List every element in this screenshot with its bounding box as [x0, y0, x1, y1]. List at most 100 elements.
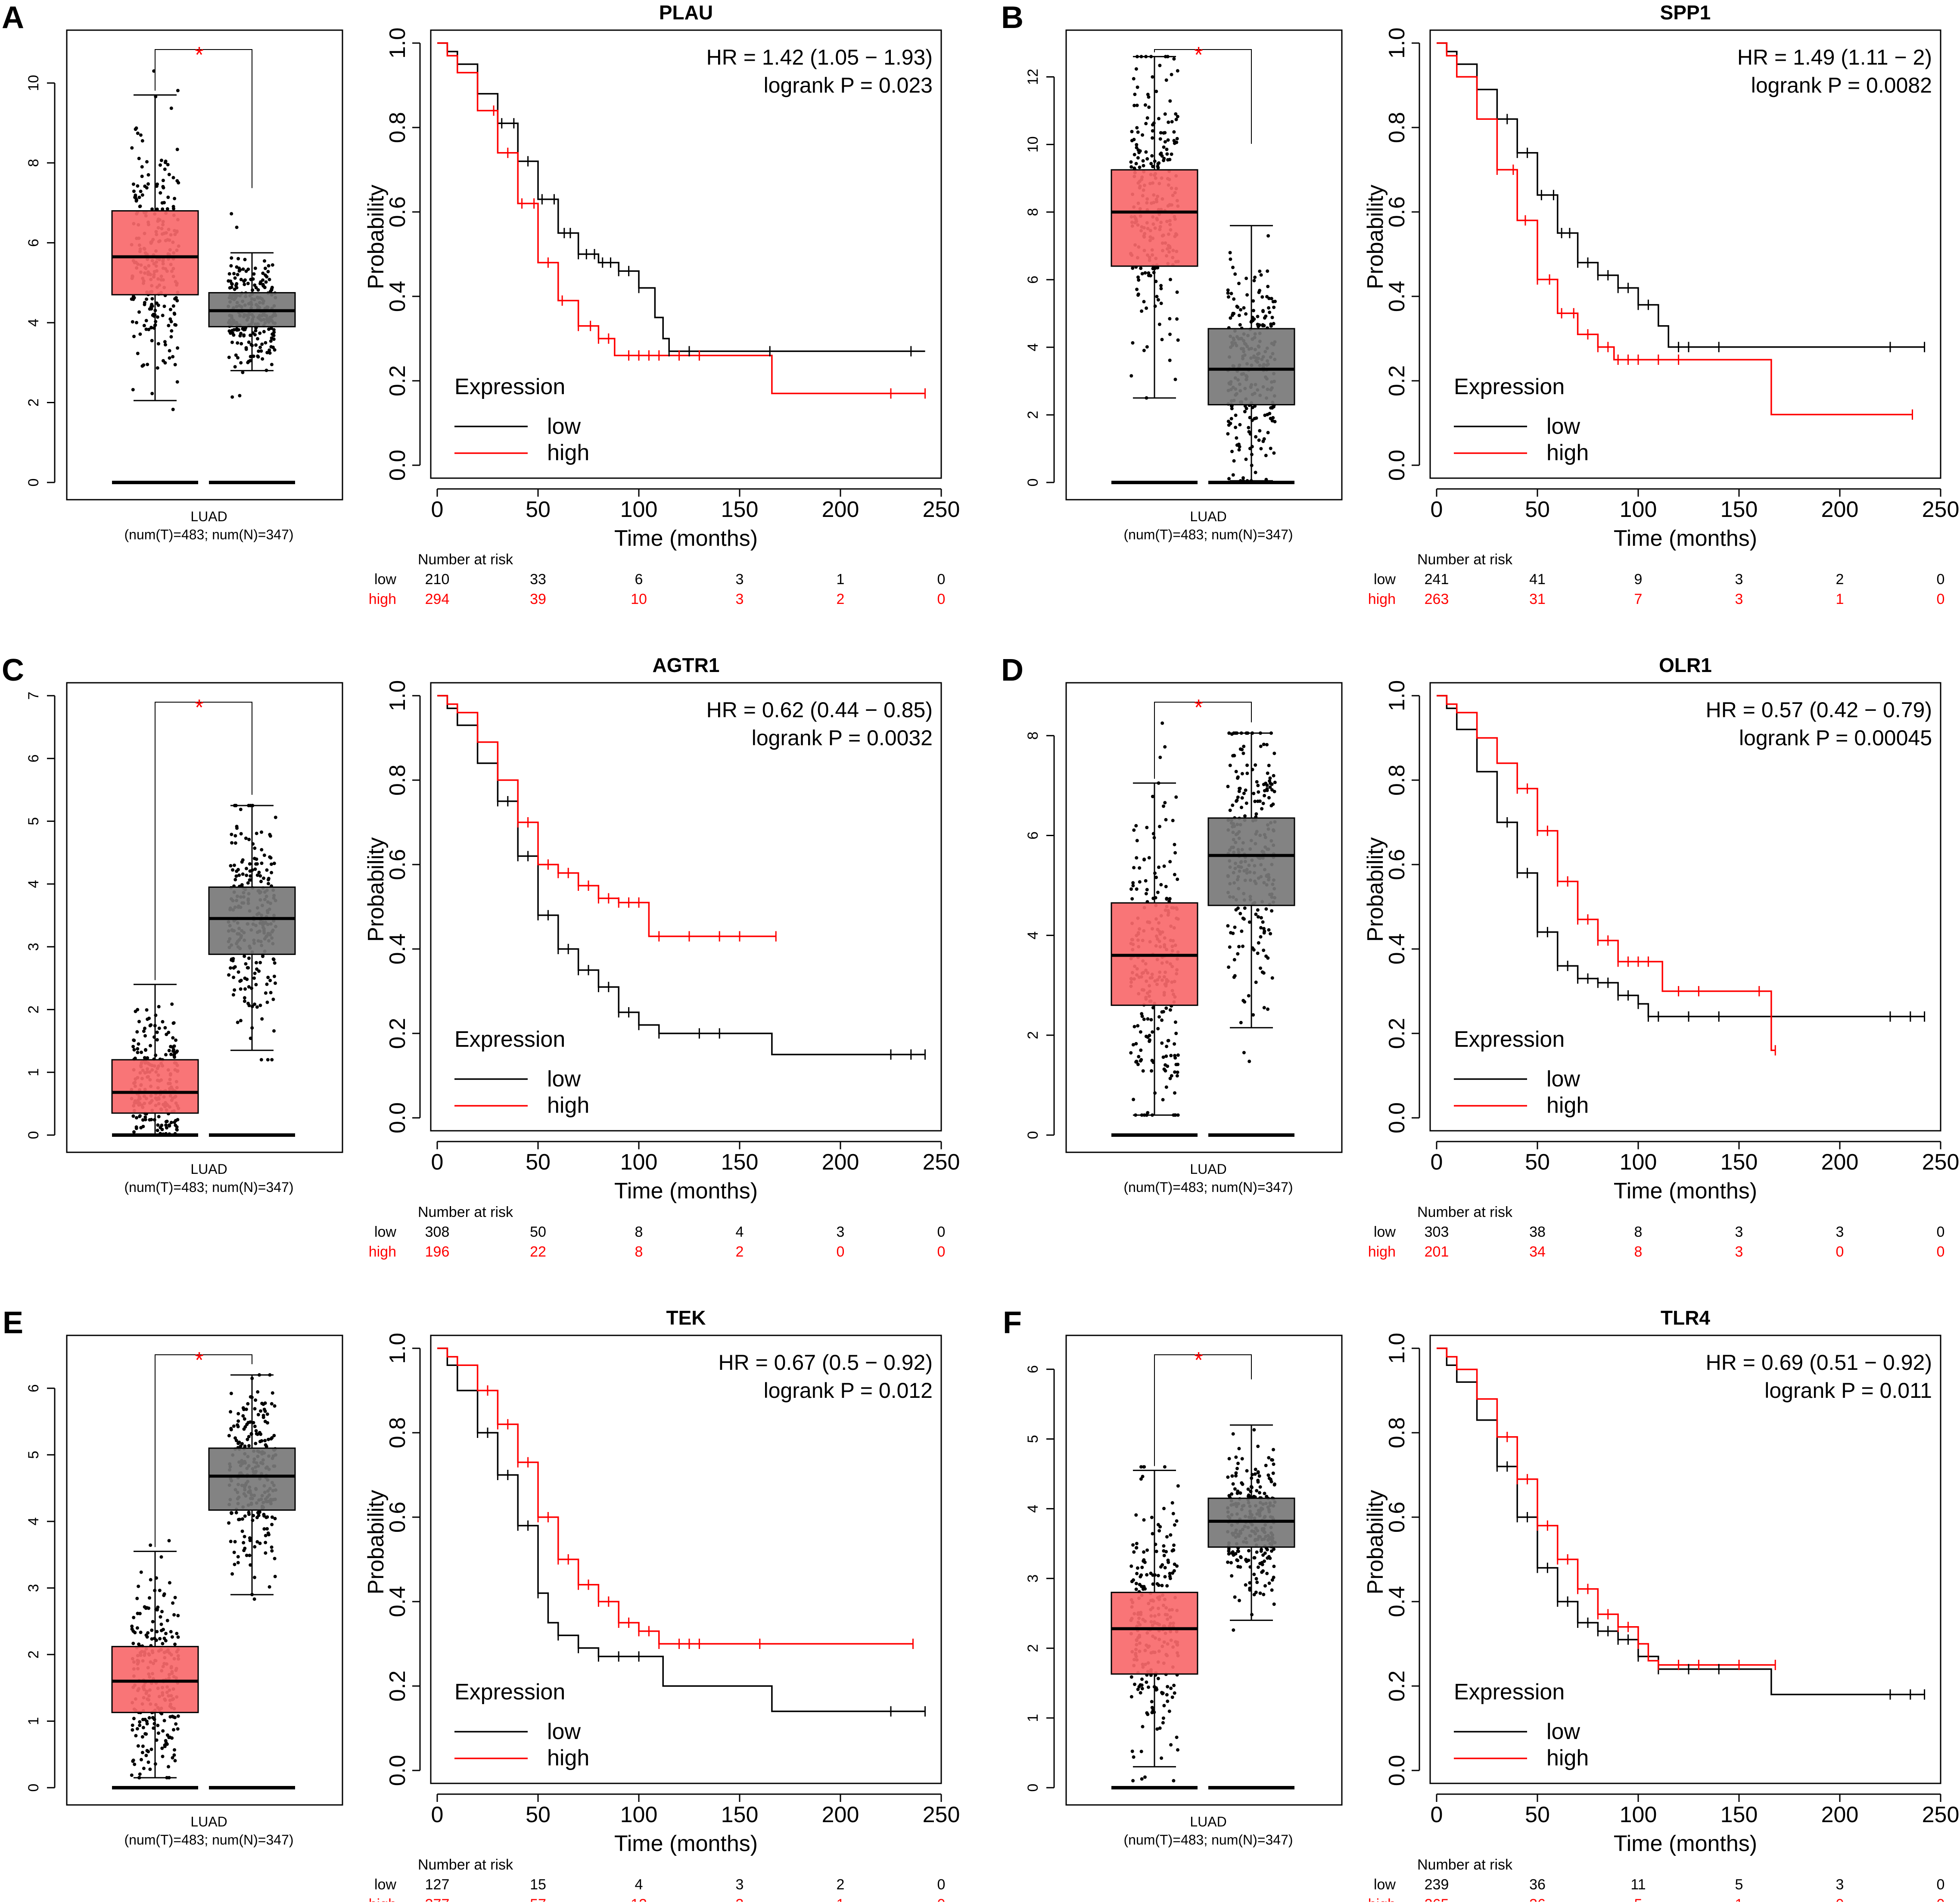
normal-point [267, 882, 270, 886]
tumor-point [1134, 824, 1138, 828]
normal-point [255, 1515, 259, 1519]
tumor-point [1145, 157, 1149, 161]
normal-point [232, 975, 236, 979]
tumor-point [146, 173, 150, 177]
tumor-point [150, 207, 154, 211]
normal-point [1263, 1584, 1267, 1588]
tumor-point [1129, 1564, 1133, 1568]
boxplot-y-tick-label: 0 [1025, 479, 1041, 487]
tumor-point [1140, 272, 1144, 276]
tumor-point [141, 1125, 145, 1129]
risk-row-label-low: low [1374, 1876, 1396, 1893]
km-logrank-p: logrank P = 0.011 [1764, 1378, 1932, 1403]
tumor-point [164, 1053, 168, 1057]
risk-value-high: 8 [635, 1244, 643, 1260]
normal-point [253, 846, 257, 850]
normal-point [230, 340, 234, 344]
normal-point [1259, 447, 1263, 451]
normal-point [1243, 410, 1247, 414]
normal-point [1258, 429, 1262, 432]
legend-low-label: low [547, 414, 581, 439]
normal-point [249, 333, 252, 337]
tumor-point [1141, 133, 1145, 137]
boxplot-sample-counts: (num(T)=483; num(N)=347) [1123, 1832, 1293, 1848]
normal-point [1234, 1455, 1238, 1459]
tumor-point [1158, 137, 1162, 141]
tumor-point [1170, 1501, 1174, 1505]
tumor-point [1160, 721, 1164, 725]
normal-point [1231, 265, 1235, 269]
normal-point [1234, 1471, 1238, 1475]
boxplot-y-tick-label: 2 [1025, 1031, 1041, 1039]
normal-point [239, 987, 243, 991]
tumor-point [1139, 1477, 1143, 1481]
normal-point [1238, 787, 1242, 790]
tumor-point [1166, 1064, 1170, 1068]
tumor-point [1154, 90, 1158, 93]
tumor-point [156, 1123, 160, 1127]
boxplot-y-tick-label: 5 [25, 1451, 42, 1459]
normal-point [1245, 772, 1249, 775]
tumor-point [175, 299, 179, 302]
normal-point [264, 1443, 268, 1447]
normal-point [1270, 1549, 1273, 1553]
normal-point [260, 830, 263, 834]
risk-value-high: 3 [736, 1896, 744, 1902]
tumor-point [1163, 1465, 1167, 1469]
tumor-point [1165, 147, 1169, 151]
tumor-point [131, 1114, 135, 1118]
normal-point [1241, 999, 1245, 1002]
km-hazard-ratio: HR = 0.57 (0.42 − 0.79) [1706, 698, 1932, 722]
normal-point [230, 256, 233, 260]
km-x-axis-title: Time (months) [1614, 1831, 1757, 1856]
km-y-tick-label: 0.8 [1384, 112, 1409, 143]
tumor-point [1157, 161, 1161, 165]
normal-point [255, 831, 258, 835]
normal-point [1238, 912, 1242, 915]
tumor-point [1162, 1544, 1166, 1548]
tumor-point [131, 388, 135, 392]
normal-point [274, 815, 277, 819]
normal-point [1236, 952, 1240, 956]
normal-point [270, 1523, 274, 1527]
tumor-point [1158, 824, 1161, 828]
normal-point [1254, 435, 1258, 439]
tumor-point [1132, 166, 1136, 170]
normal-point [1242, 744, 1246, 748]
risk-value-low: 3 [1836, 1876, 1844, 1893]
tumor-point [1159, 883, 1163, 887]
tumor-point [1158, 1726, 1162, 1730]
tumor-point [1131, 266, 1135, 270]
tumor-point [1162, 131, 1166, 135]
normal-point [273, 1404, 277, 1408]
tumor-point [161, 1020, 165, 1024]
boxplot-y-tick-label: 8 [1025, 208, 1041, 216]
tumor-point [1168, 1571, 1172, 1575]
normal-point [236, 328, 240, 332]
km-title: PLAU [659, 1, 713, 24]
tumor-point [149, 1118, 153, 1122]
tumor-point [1173, 1691, 1176, 1695]
tumor-point [147, 327, 151, 331]
risk-value-low: 38 [1529, 1224, 1546, 1240]
normal-point [245, 977, 249, 981]
normal-point [1272, 1565, 1276, 1568]
tumor-point [1132, 137, 1136, 141]
tumor-point [1151, 1573, 1155, 1577]
risk-value-high: 34 [1529, 1244, 1546, 1260]
boxplot-y-tick-label: 2 [1025, 1644, 1041, 1652]
km-x-tick-label: 0 [431, 1802, 444, 1827]
normal-point [1254, 812, 1258, 816]
tumor-point [1168, 897, 1172, 901]
normal-point [1258, 269, 1262, 273]
normal-point [1258, 1491, 1261, 1495]
tumor-point [1139, 1048, 1143, 1052]
tumor-point [1135, 103, 1139, 107]
km-hazard-ratio: HR = 0.67 (0.5 − 0.92) [718, 1350, 933, 1375]
tumor-point [1166, 1699, 1170, 1703]
tumor-point [1159, 284, 1163, 288]
normal-point [1232, 297, 1236, 301]
normal-point [1269, 322, 1273, 326]
legend-low-label: low [1546, 414, 1580, 439]
tumor-point [132, 335, 136, 338]
